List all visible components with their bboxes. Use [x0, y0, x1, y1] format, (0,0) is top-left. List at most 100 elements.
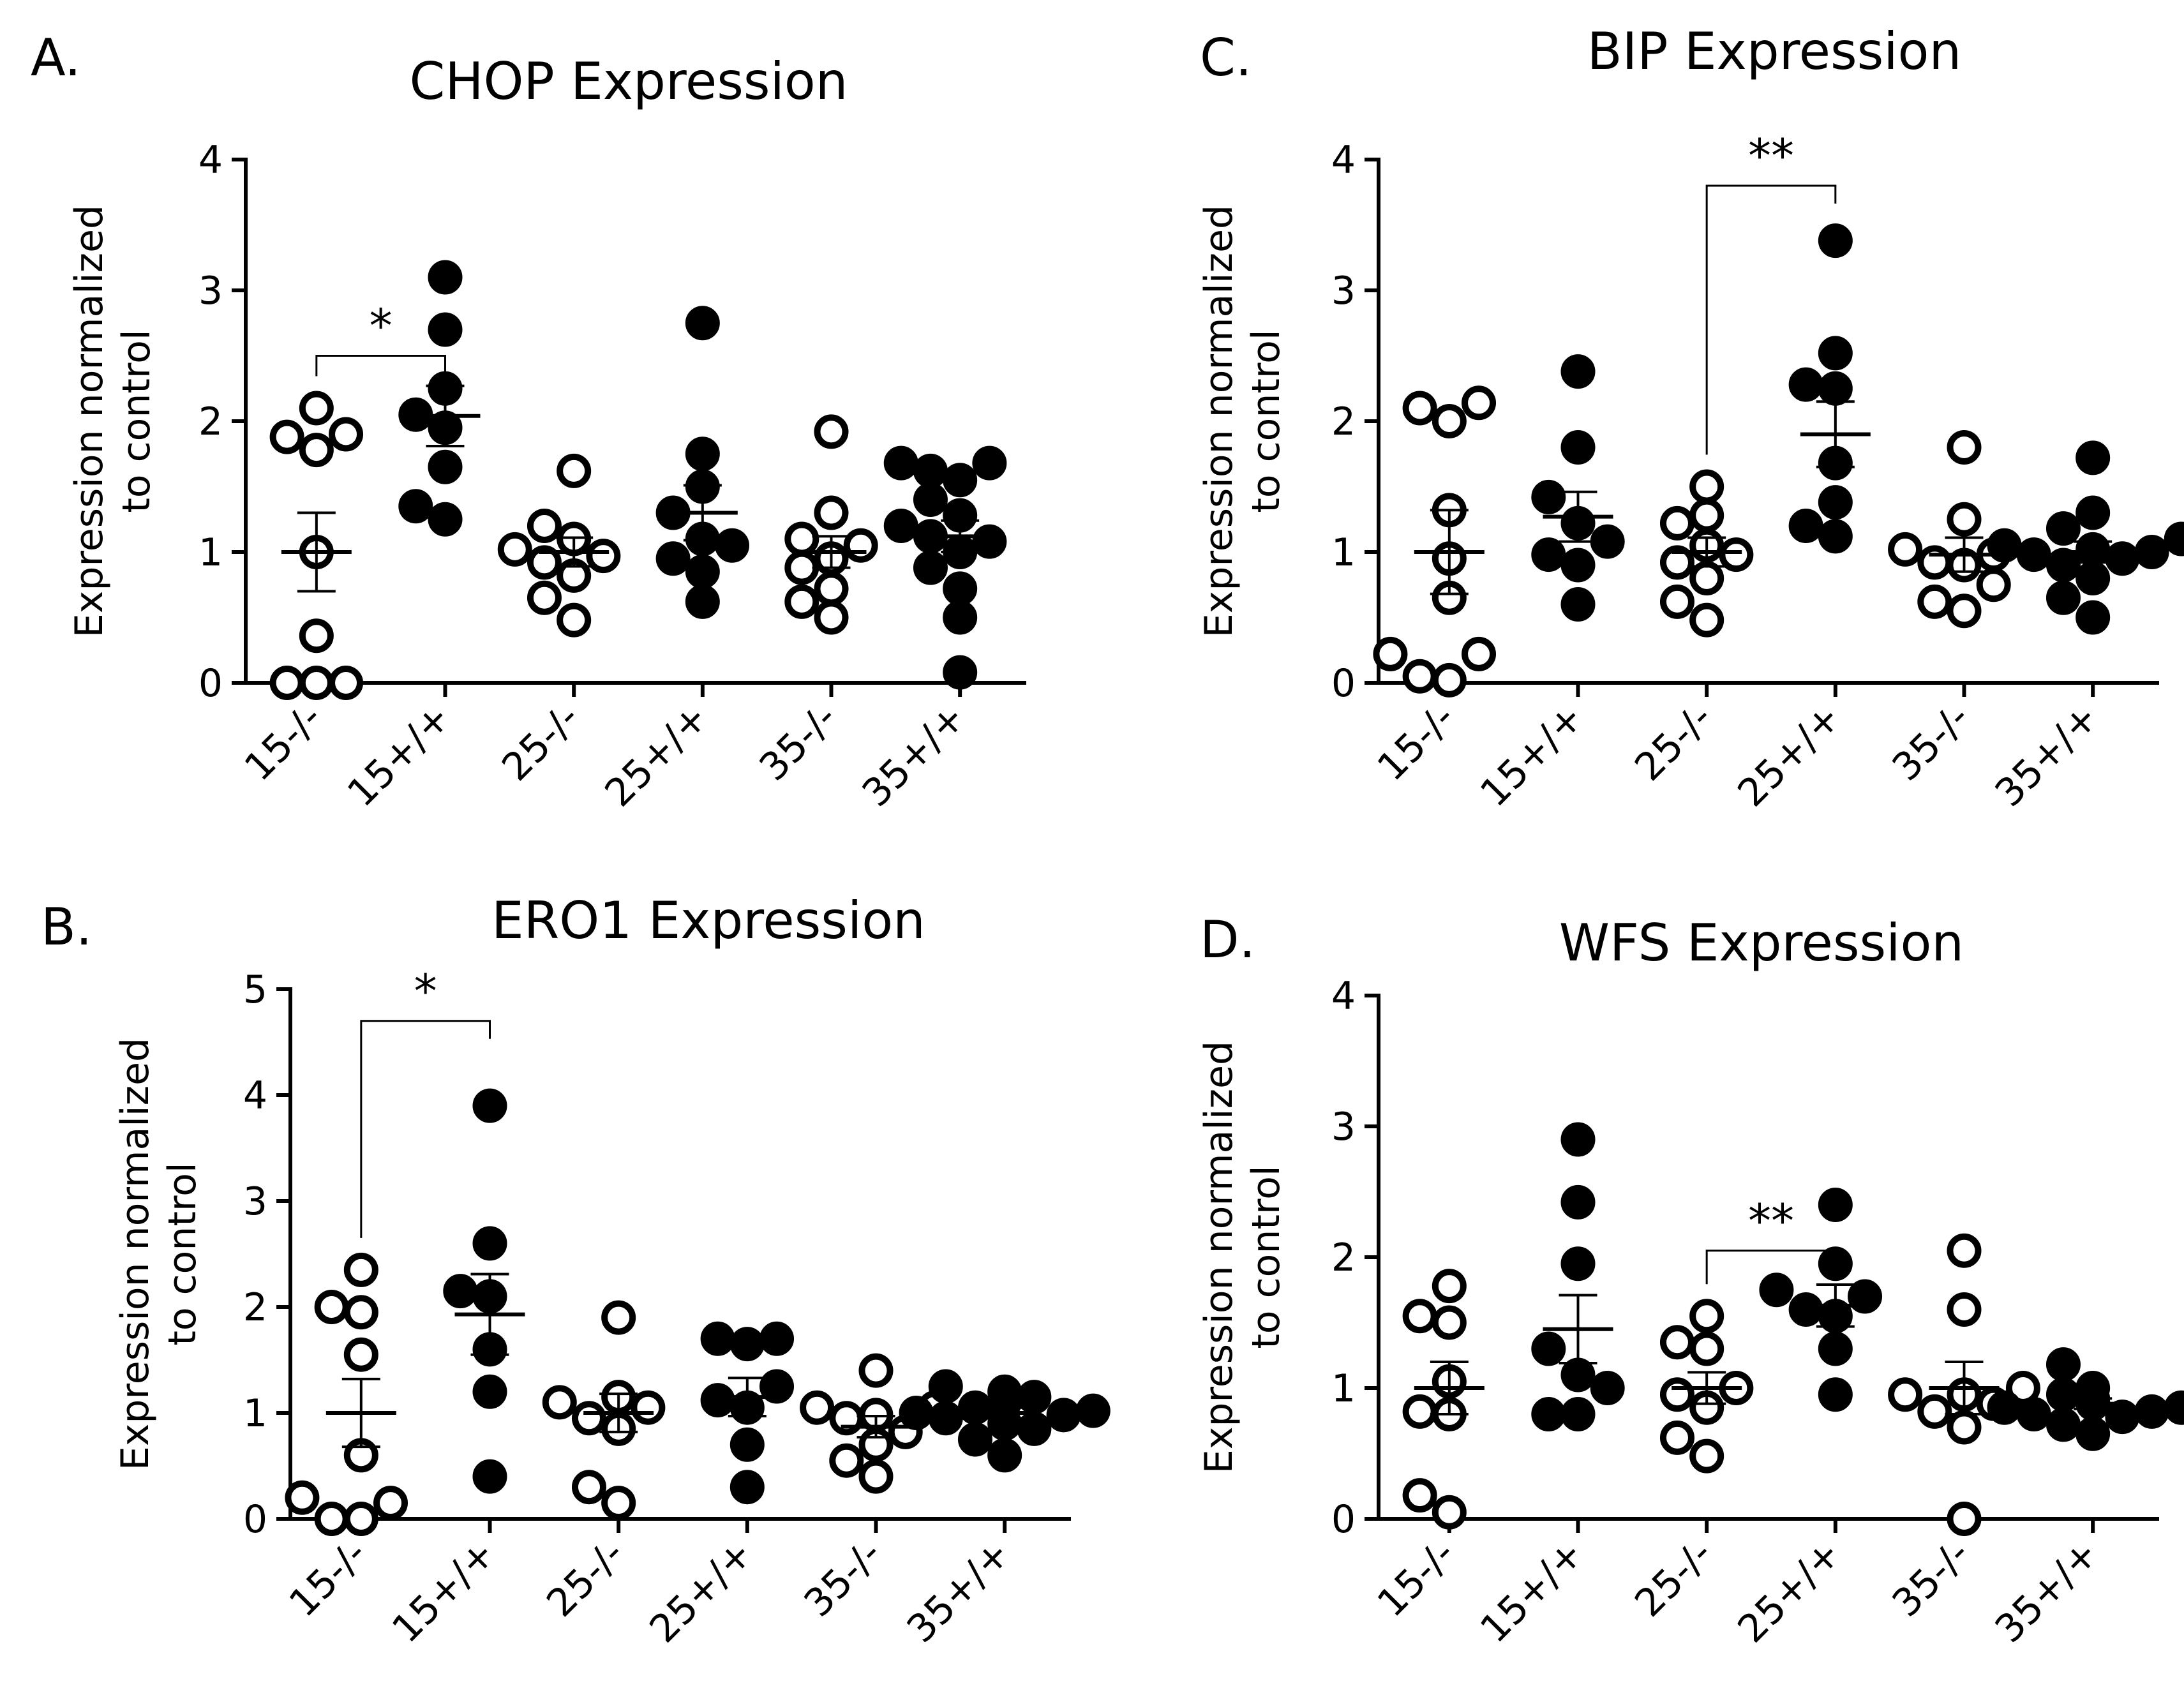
significance-bracket [360, 1020, 491, 1238]
data-point [1659, 1420, 1694, 1455]
data-point [1818, 336, 1853, 371]
data-point [2076, 561, 2111, 595]
y-tick-label: 2 [1331, 399, 1356, 444]
x-tick-label: 25+/+ [641, 1531, 762, 1652]
data-point [269, 666, 304, 700]
panel-label: C. [1200, 28, 1252, 87]
data-point [343, 1337, 378, 1372]
data-point [1848, 1279, 1883, 1314]
y-axis-label-line: to control [160, 1162, 205, 1345]
chart-title: ERO1 Expression [491, 891, 925, 950]
data-point [759, 1321, 795, 1356]
data-point [343, 1252, 378, 1287]
data-point [1402, 659, 1437, 694]
data-point [843, 528, 878, 563]
data-point [1590, 524, 1625, 559]
y-tick-label: 4 [243, 1073, 267, 1118]
data-point [1818, 485, 1853, 520]
chart-panel-c: C. BIP Expression Expression normalizedto … [1197, 22, 2184, 816]
y-tick-label: 0 [198, 661, 223, 706]
data-point [972, 445, 1007, 481]
data-point [2164, 521, 2184, 556]
data-point [1689, 1299, 1724, 1334]
significance-bracket [1705, 1250, 1837, 1285]
data-point [1818, 1188, 1853, 1222]
chart-panel-d: D. WFS Expression Expression normalizedto … [1197, 910, 2184, 1652]
data-point [1402, 1478, 1437, 1513]
data-point [987, 1438, 1022, 1473]
data-point [685, 584, 720, 619]
data-point [814, 571, 849, 606]
data-point [329, 666, 364, 700]
data-point [1560, 587, 1596, 622]
data-point [1560, 1184, 1596, 1220]
data-point [1788, 1292, 1823, 1327]
data-point [1432, 662, 1467, 698]
data-point [928, 1401, 963, 1436]
data-point [428, 312, 463, 347]
data-point [899, 1396, 934, 1430]
data-point [1788, 367, 1823, 402]
data-point [557, 453, 592, 488]
data-point [542, 1385, 577, 1420]
data-point [1560, 548, 1596, 583]
x-tick-label: 15-/- [1369, 1531, 1463, 1625]
data-point [1917, 545, 1952, 580]
chart-title: BIP Expression [1587, 22, 1961, 81]
data-point [1659, 1377, 1694, 1412]
data-point [1947, 502, 1982, 537]
data-point [1560, 1397, 1596, 1431]
data-point [285, 1480, 320, 1515]
data-point [685, 437, 720, 472]
data-point [472, 1226, 507, 1261]
data-point [883, 509, 918, 543]
data-point [631, 1390, 666, 1425]
data-point [1432, 1305, 1467, 1340]
panel-label: B. [41, 897, 92, 957]
data-point [2046, 580, 2081, 615]
y-tick-label: 0 [1331, 661, 1356, 706]
y-axis-label-line: to control [1244, 1165, 1289, 1348]
data-point [1402, 391, 1437, 426]
data-point [655, 541, 691, 576]
data-point [428, 260, 463, 295]
data-point [800, 1390, 835, 1425]
y-axis-label-line: Expression normalized [113, 1038, 158, 1470]
data-point [1560, 354, 1596, 389]
data-point [987, 1374, 1022, 1409]
data-point [715, 528, 750, 563]
data-point [1017, 1411, 1052, 1446]
data-point [1947, 593, 1982, 629]
data-point [472, 1459, 507, 1494]
data-point [943, 571, 978, 606]
data-point [1818, 1377, 1853, 1412]
data-point [1590, 1371, 1625, 1405]
data-point [957, 1390, 992, 1425]
data-point [1017, 1380, 1052, 1415]
data-point [814, 600, 849, 635]
y-tick-label: 1 [243, 1391, 267, 1436]
x-tick-label: 15+/+ [1472, 1531, 1592, 1652]
data-point [1689, 469, 1724, 504]
data-point [314, 1502, 349, 1536]
data-point [2105, 541, 2140, 576]
data-point [1976, 567, 2011, 602]
data-point [883, 445, 918, 481]
data-point [1719, 537, 1754, 572]
data-point [2134, 1394, 2169, 1429]
data-point [729, 1470, 765, 1505]
data-point [1075, 1393, 1111, 1428]
y-axis-label-line: to control [114, 329, 159, 512]
data-point [784, 584, 819, 619]
chart-panel-a: A. CHOP Expression Expression normalizedto… [31, 28, 1026, 816]
y-axis-label-line: Expression normalized [1197, 1041, 1241, 1474]
data-point [269, 419, 304, 454]
x-tick-label: 15+/+ [1472, 695, 1592, 816]
data-point [1432, 1269, 1467, 1304]
y-tick-label: 1 [198, 530, 223, 575]
significance-label: * [414, 964, 437, 1018]
y-tick-label: 1 [1331, 1366, 1356, 1411]
y-tick-label: 1 [1331, 530, 1356, 575]
y-axis-label: Expression normalizedto control [113, 1038, 205, 1470]
data-point [497, 532, 532, 567]
